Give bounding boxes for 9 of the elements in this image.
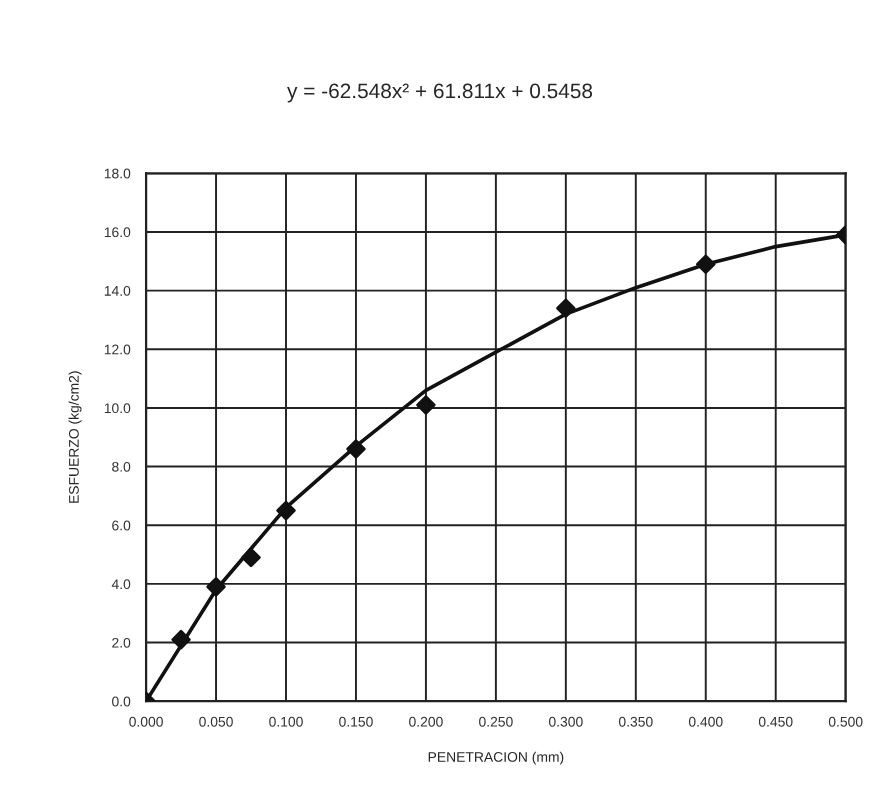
point <box>556 298 576 318</box>
point <box>346 439 366 459</box>
point <box>276 500 296 521</box>
point <box>206 577 226 597</box>
point <box>171 629 191 650</box>
point <box>416 395 436 415</box>
chart-title: y = -62.548x² + 61.811x + 0.5458 <box>287 83 593 103</box>
point <box>241 547 261 568</box>
point <box>696 254 716 274</box>
